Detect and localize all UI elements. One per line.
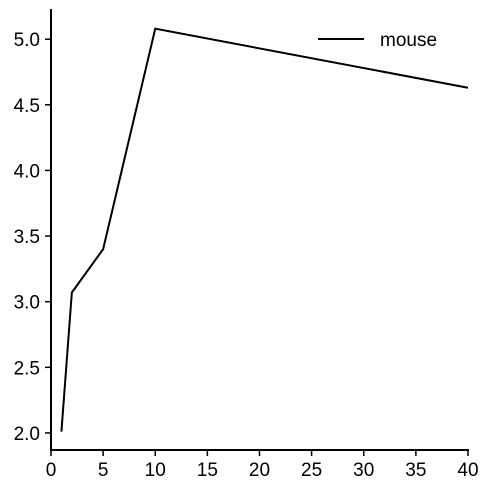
y-tick-label: 2.5	[14, 358, 40, 379]
x-tick-label: 25	[301, 460, 322, 481]
y-tick-label: 4.5	[14, 96, 40, 117]
legend: mouse	[318, 30, 437, 51]
y-tick-label: 4.0	[14, 161, 40, 182]
y-tick-label: 2.0	[14, 424, 40, 445]
x-tick-label: 30	[353, 460, 374, 481]
series-line-mouse	[61, 29, 468, 432]
x-tick-label: 5	[98, 460, 109, 481]
y-tick-label: 5.0	[14, 30, 40, 51]
series-layer	[61, 29, 468, 432]
y-ticks: 2.0 2.5 3.0 3.5 4.0 4.5 5.0	[14, 30, 51, 445]
x-tick-label: 10	[145, 460, 166, 481]
x-tick-label: 0	[46, 460, 57, 481]
y-tick-label: 3.0	[14, 293, 40, 314]
legend-label-mouse: mouse	[380, 30, 437, 51]
x-tick-label: 40	[457, 460, 478, 481]
x-ticks: 0 5 10 15 20 25 30 35 40	[46, 450, 479, 481]
x-tick-label: 35	[405, 460, 426, 481]
x-tick-label: 20	[249, 460, 270, 481]
y-tick-label: 3.5	[14, 227, 40, 248]
x-tick-label: 15	[197, 460, 218, 481]
